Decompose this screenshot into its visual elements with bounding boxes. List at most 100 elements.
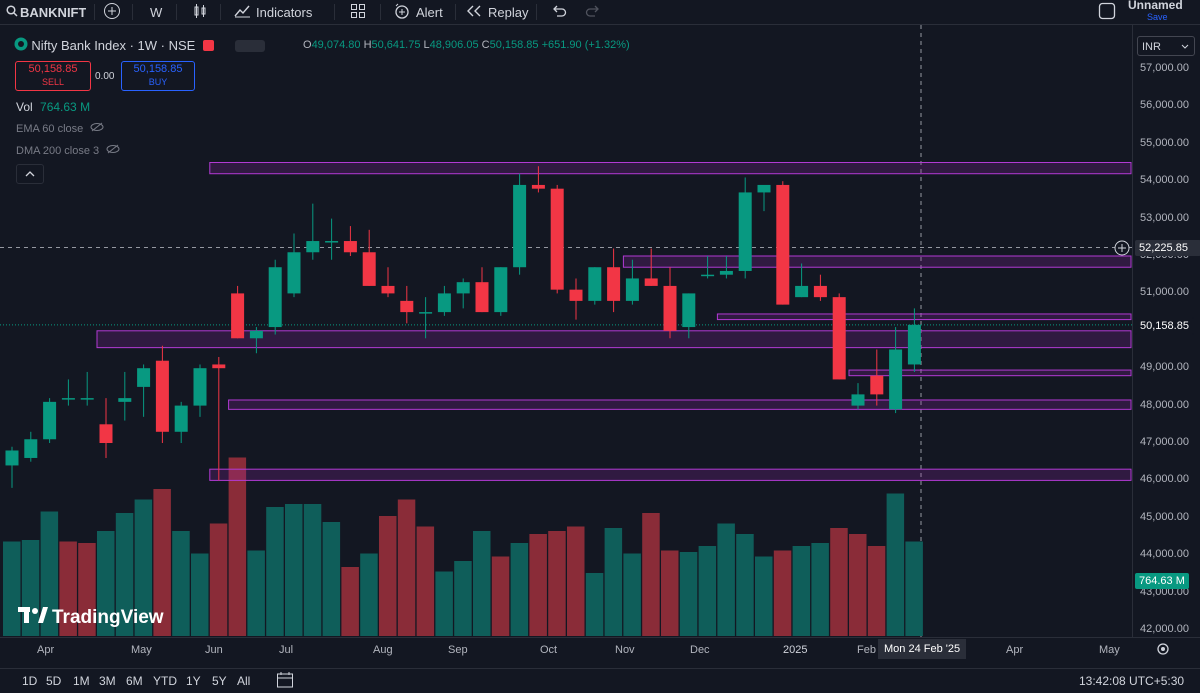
candle-body	[381, 285, 395, 294]
candle-body	[306, 241, 320, 253]
candle-body	[24, 439, 38, 458]
chart-pane[interactable]	[0, 25, 1132, 637]
candle-body	[287, 252, 301, 294]
range-button-3m[interactable]: 3M	[99, 674, 116, 688]
volume-bar	[115, 513, 134, 636]
chevron-down-icon	[1181, 37, 1189, 57]
price-tick-label: 55,000.00	[1140, 136, 1189, 149]
volume-bar	[529, 534, 547, 636]
candle-body	[174, 405, 188, 432]
candle-body	[513, 184, 527, 268]
dma-label: DMA 200 close 3	[16, 145, 100, 157]
volume-bar	[548, 531, 566, 636]
calendar-icon	[276, 672, 294, 692]
visibility-toggle[interactable]	[235, 39, 266, 52]
alert-button[interactable]: Alert	[393, 0, 443, 24]
high-label: H	[363, 39, 372, 51]
range-button-5y[interactable]: 5Y	[212, 674, 227, 688]
dma-indicator[interactable]: DMA 200 close 3	[16, 144, 120, 157]
market-status-icon	[202, 40, 214, 51]
crosshair-price-tag: 52,225.85	[1135, 240, 1200, 256]
candle-body	[757, 184, 771, 193]
volume-bar	[886, 493, 905, 636]
time-tick-label: Sep	[448, 644, 468, 656]
replay-button[interactable]: Replay	[466, 0, 528, 24]
chart-type-button[interactable]	[192, 0, 208, 24]
hidden-eye-icon[interactable]	[106, 144, 120, 157]
volume-price-tag: 764.63 M	[1135, 573, 1189, 589]
volume-bar	[285, 504, 303, 636]
volume-bar	[97, 531, 115, 636]
candle-body	[61, 398, 75, 400]
time-tick-label: Apr	[37, 644, 55, 656]
candle-body	[738, 192, 752, 271]
candle-body	[80, 398, 94, 400]
range-button-1m[interactable]: 1M	[73, 674, 90, 688]
symbol-search[interactable]: BANKNIFTY	[6, 0, 86, 24]
candle-body	[268, 267, 282, 328]
collapse-legend-button[interactable]	[16, 164, 44, 184]
range-button-ytd[interactable]: YTD	[153, 674, 177, 688]
volume-indicator[interactable]: Vol 764.63 M	[16, 100, 90, 114]
zone-rectangle	[848, 369, 1132, 377]
undo-icon	[551, 4, 567, 21]
layout-name: Unnamed	[1128, 0, 1183, 12]
sell-button[interactable]: 50,158.85 SELL	[15, 61, 91, 91]
chevron-up-icon	[25, 165, 35, 182]
layout-grid-icon	[350, 3, 366, 22]
range-button-1d[interactable]: 1D	[22, 674, 38, 688]
time-axis[interactable]	[0, 637, 1200, 664]
compare-button[interactable]	[103, 0, 121, 24]
candle-body	[5, 450, 19, 466]
redo-button[interactable]	[585, 0, 601, 24]
layout-checkbox[interactable]	[1098, 0, 1116, 24]
price-tick-label: 46,000.00	[1140, 473, 1189, 486]
time-tick-label: May	[1099, 644, 1120, 656]
legend-title[interactable]: Nifty Bank Index · 1W · NSE	[31, 38, 196, 53]
clock[interactable]: 13:42:08 UTC+5:30	[1079, 674, 1185, 688]
sell-label: SELL	[41, 77, 65, 87]
layouts-button[interactable]	[350, 0, 366, 24]
volume-bar	[247, 550, 265, 636]
volume-bar	[172, 531, 190, 636]
top-toolbar: BANKNIFTY W Indicators Alert	[0, 0, 1200, 25]
volume-bar	[661, 550, 679, 636]
candle-body	[193, 368, 207, 406]
candle-body	[569, 289, 583, 301]
volume-bar	[416, 526, 435, 636]
price-tick-label: 56,000.00	[1140, 99, 1189, 112]
volume-bar	[322, 522, 341, 636]
volume-bar	[792, 546, 811, 636]
candlestick-chart[interactable]	[0, 25, 1132, 637]
ema-indicator[interactable]: EMA 60 close	[16, 122, 104, 135]
candle-body	[832, 297, 846, 380]
candle-body	[155, 360, 169, 432]
add-alert-plus-icon[interactable]	[1114, 240, 1130, 261]
indicators-icon	[234, 4, 251, 21]
indicators-button[interactable]: Indicators	[234, 0, 312, 24]
save-label: Save	[1147, 12, 1168, 22]
candles-icon	[192, 3, 208, 22]
candle-body	[99, 424, 113, 443]
candle-body	[43, 401, 57, 440]
zone-rectangle	[228, 399, 1132, 410]
volume-bar	[510, 543, 529, 636]
range-button-6m[interactable]: 6M	[126, 674, 143, 688]
undo-button[interactable]	[551, 0, 567, 24]
candle-body	[475, 282, 489, 313]
interval-button[interactable]: W	[150, 4, 163, 20]
range-button-all[interactable]: All	[237, 674, 251, 688]
crosshair-date-tag: Mon 24 Feb '25	[878, 639, 967, 659]
hidden-eye-icon[interactable]	[90, 122, 104, 135]
candle-body	[212, 364, 226, 369]
range-button-5d[interactable]: 5D	[46, 674, 62, 688]
layout-name-group[interactable]: Unnamed Save	[1128, 0, 1198, 23]
volume-bar	[491, 556, 510, 636]
currency-selector[interactable]: INR	[1137, 36, 1195, 56]
price-tick-label: 53,000.00	[1140, 211, 1189, 224]
price-tick-label: 48,000.00	[1140, 398, 1189, 411]
date-range-button[interactable]	[276, 671, 294, 693]
time-axis-settings-button[interactable]	[1156, 642, 1170, 661]
range-button-1y[interactable]: 1Y	[186, 674, 201, 688]
buy-button[interactable]: 50,158.85 BUY	[121, 61, 195, 91]
